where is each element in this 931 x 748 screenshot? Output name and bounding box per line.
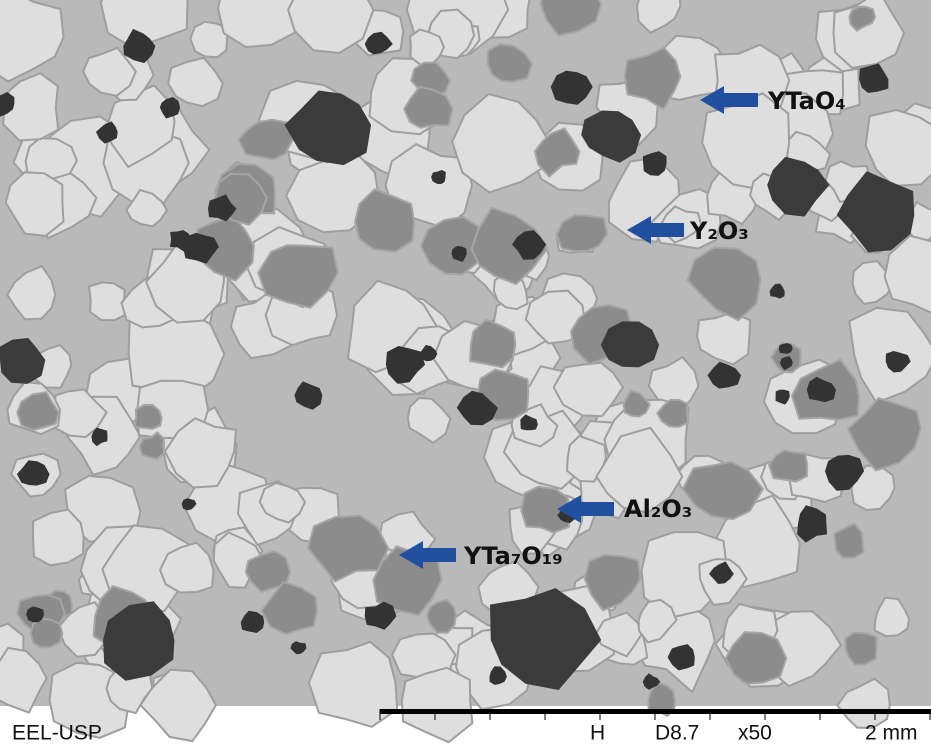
micrograph: YTaO₄ Y₂O₃ Al₂O₃ YTa₇O₁₉ EEL-USP H D8.7 … (0, 0, 931, 748)
detector-mode: H (590, 722, 605, 745)
grain (309, 642, 397, 727)
magnification: x50 (738, 722, 772, 745)
grain (402, 668, 473, 742)
grain (33, 510, 84, 566)
page: YTaO₄ Y₂O₃ Al₂O₃ YTa₇O₁₉ EEL-USP H D8.7 … (0, 0, 931, 748)
phase-label: Y₂O₃ (689, 217, 749, 245)
grain (135, 405, 162, 429)
phase-label: Al₂O₃ (624, 495, 692, 523)
grain (89, 282, 126, 320)
phase-label: YTaO₄ (767, 87, 846, 115)
grain (845, 633, 876, 665)
phase-label: YTa₇O₁₉ (463, 542, 563, 570)
scale-label: 2 mm (865, 722, 918, 745)
working-distance: D8.7 (655, 722, 699, 745)
grain (557, 215, 608, 251)
grain (31, 619, 63, 647)
institution: EEL-USP (12, 722, 102, 745)
